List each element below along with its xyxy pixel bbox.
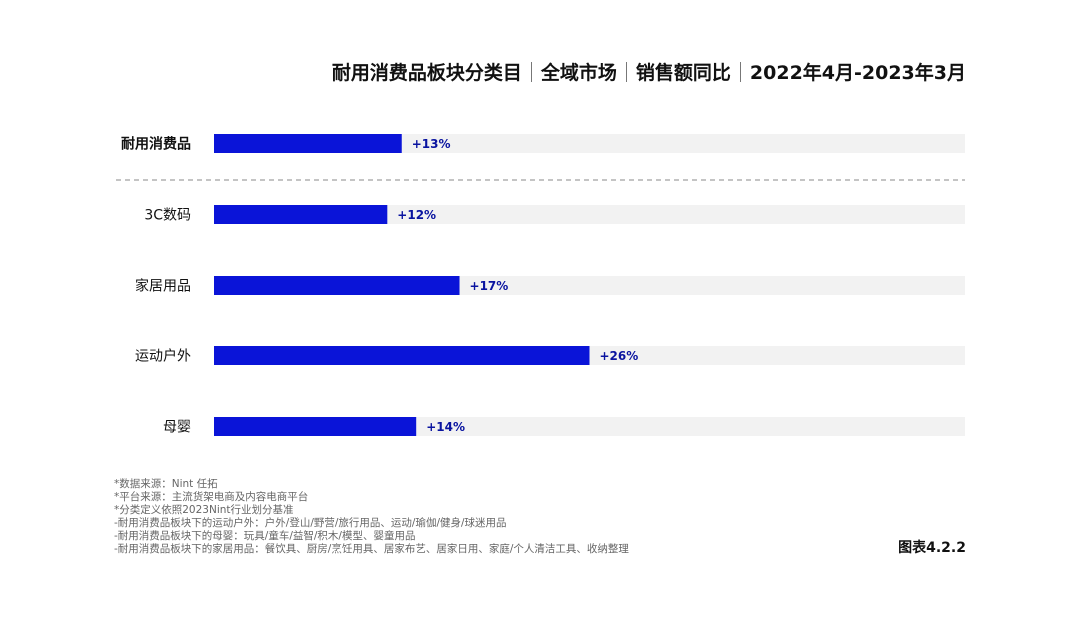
category-label: 运动户外 [135, 348, 191, 365]
data-label: +13% [412, 137, 451, 151]
title-part-1: 耐用消费品板块分类目 [331, 62, 522, 84]
title-part-4: 2022年4月-2023年3月 [749, 62, 966, 84]
category-label: 3C数码 [144, 208, 191, 224]
footnote-line: *平台来源：主流货架电商及内容电商平台 [114, 491, 309, 503]
footnotes: *数据来源：Nint 任拓 *平台来源：主流货架电商及内容电商平台 *分类定义依… [114, 478, 629, 556]
footnote-line: -耐用消费品板块下的母婴：玩具/童车/益智/积木/模型、婴童用品 [114, 530, 416, 542]
footnote-line: -耐用消费品板块下的运动户外：户外/登山/野营/旅行用品、运动/瑜伽/健身/球迷… [114, 517, 507, 529]
data-label: +12% [397, 208, 436, 222]
bar [214, 134, 402, 153]
bar [214, 276, 460, 295]
category-label: 母婴 [163, 420, 191, 436]
title-separator [530, 61, 532, 82]
data-label: +17% [470, 279, 509, 293]
footnote-line: -耐用消费品板块下的家居用品：餐饮具、厨房/烹饪用具、居家布艺、居家日用、家庭/… [114, 543, 629, 555]
category-label: 耐用消费品 [121, 136, 191, 153]
bar [214, 417, 417, 436]
data-label: +26% [600, 349, 639, 363]
category-label: 家居用品 [135, 278, 191, 295]
footnote-line: *分类定义依照2023Nint行业划分基准 [114, 504, 294, 516]
figure-label: 图表4.2.2 [898, 540, 966, 556]
title-separator [739, 61, 741, 82]
bar-track [214, 205, 965, 224]
bar [214, 205, 388, 224]
title-separator [625, 61, 627, 82]
data-label: +14% [426, 420, 465, 434]
chart-title: 耐用消费品板块分类目 全域市场 销售额同比 2022年4月-2023年3月 [332, 58, 966, 85]
title-part-2: 全域市场 [540, 62, 617, 84]
title-part-3: 销售额同比 [635, 62, 731, 84]
bar [214, 346, 590, 365]
footnote-line: *数据来源：Nint 任拓 [114, 478, 218, 490]
